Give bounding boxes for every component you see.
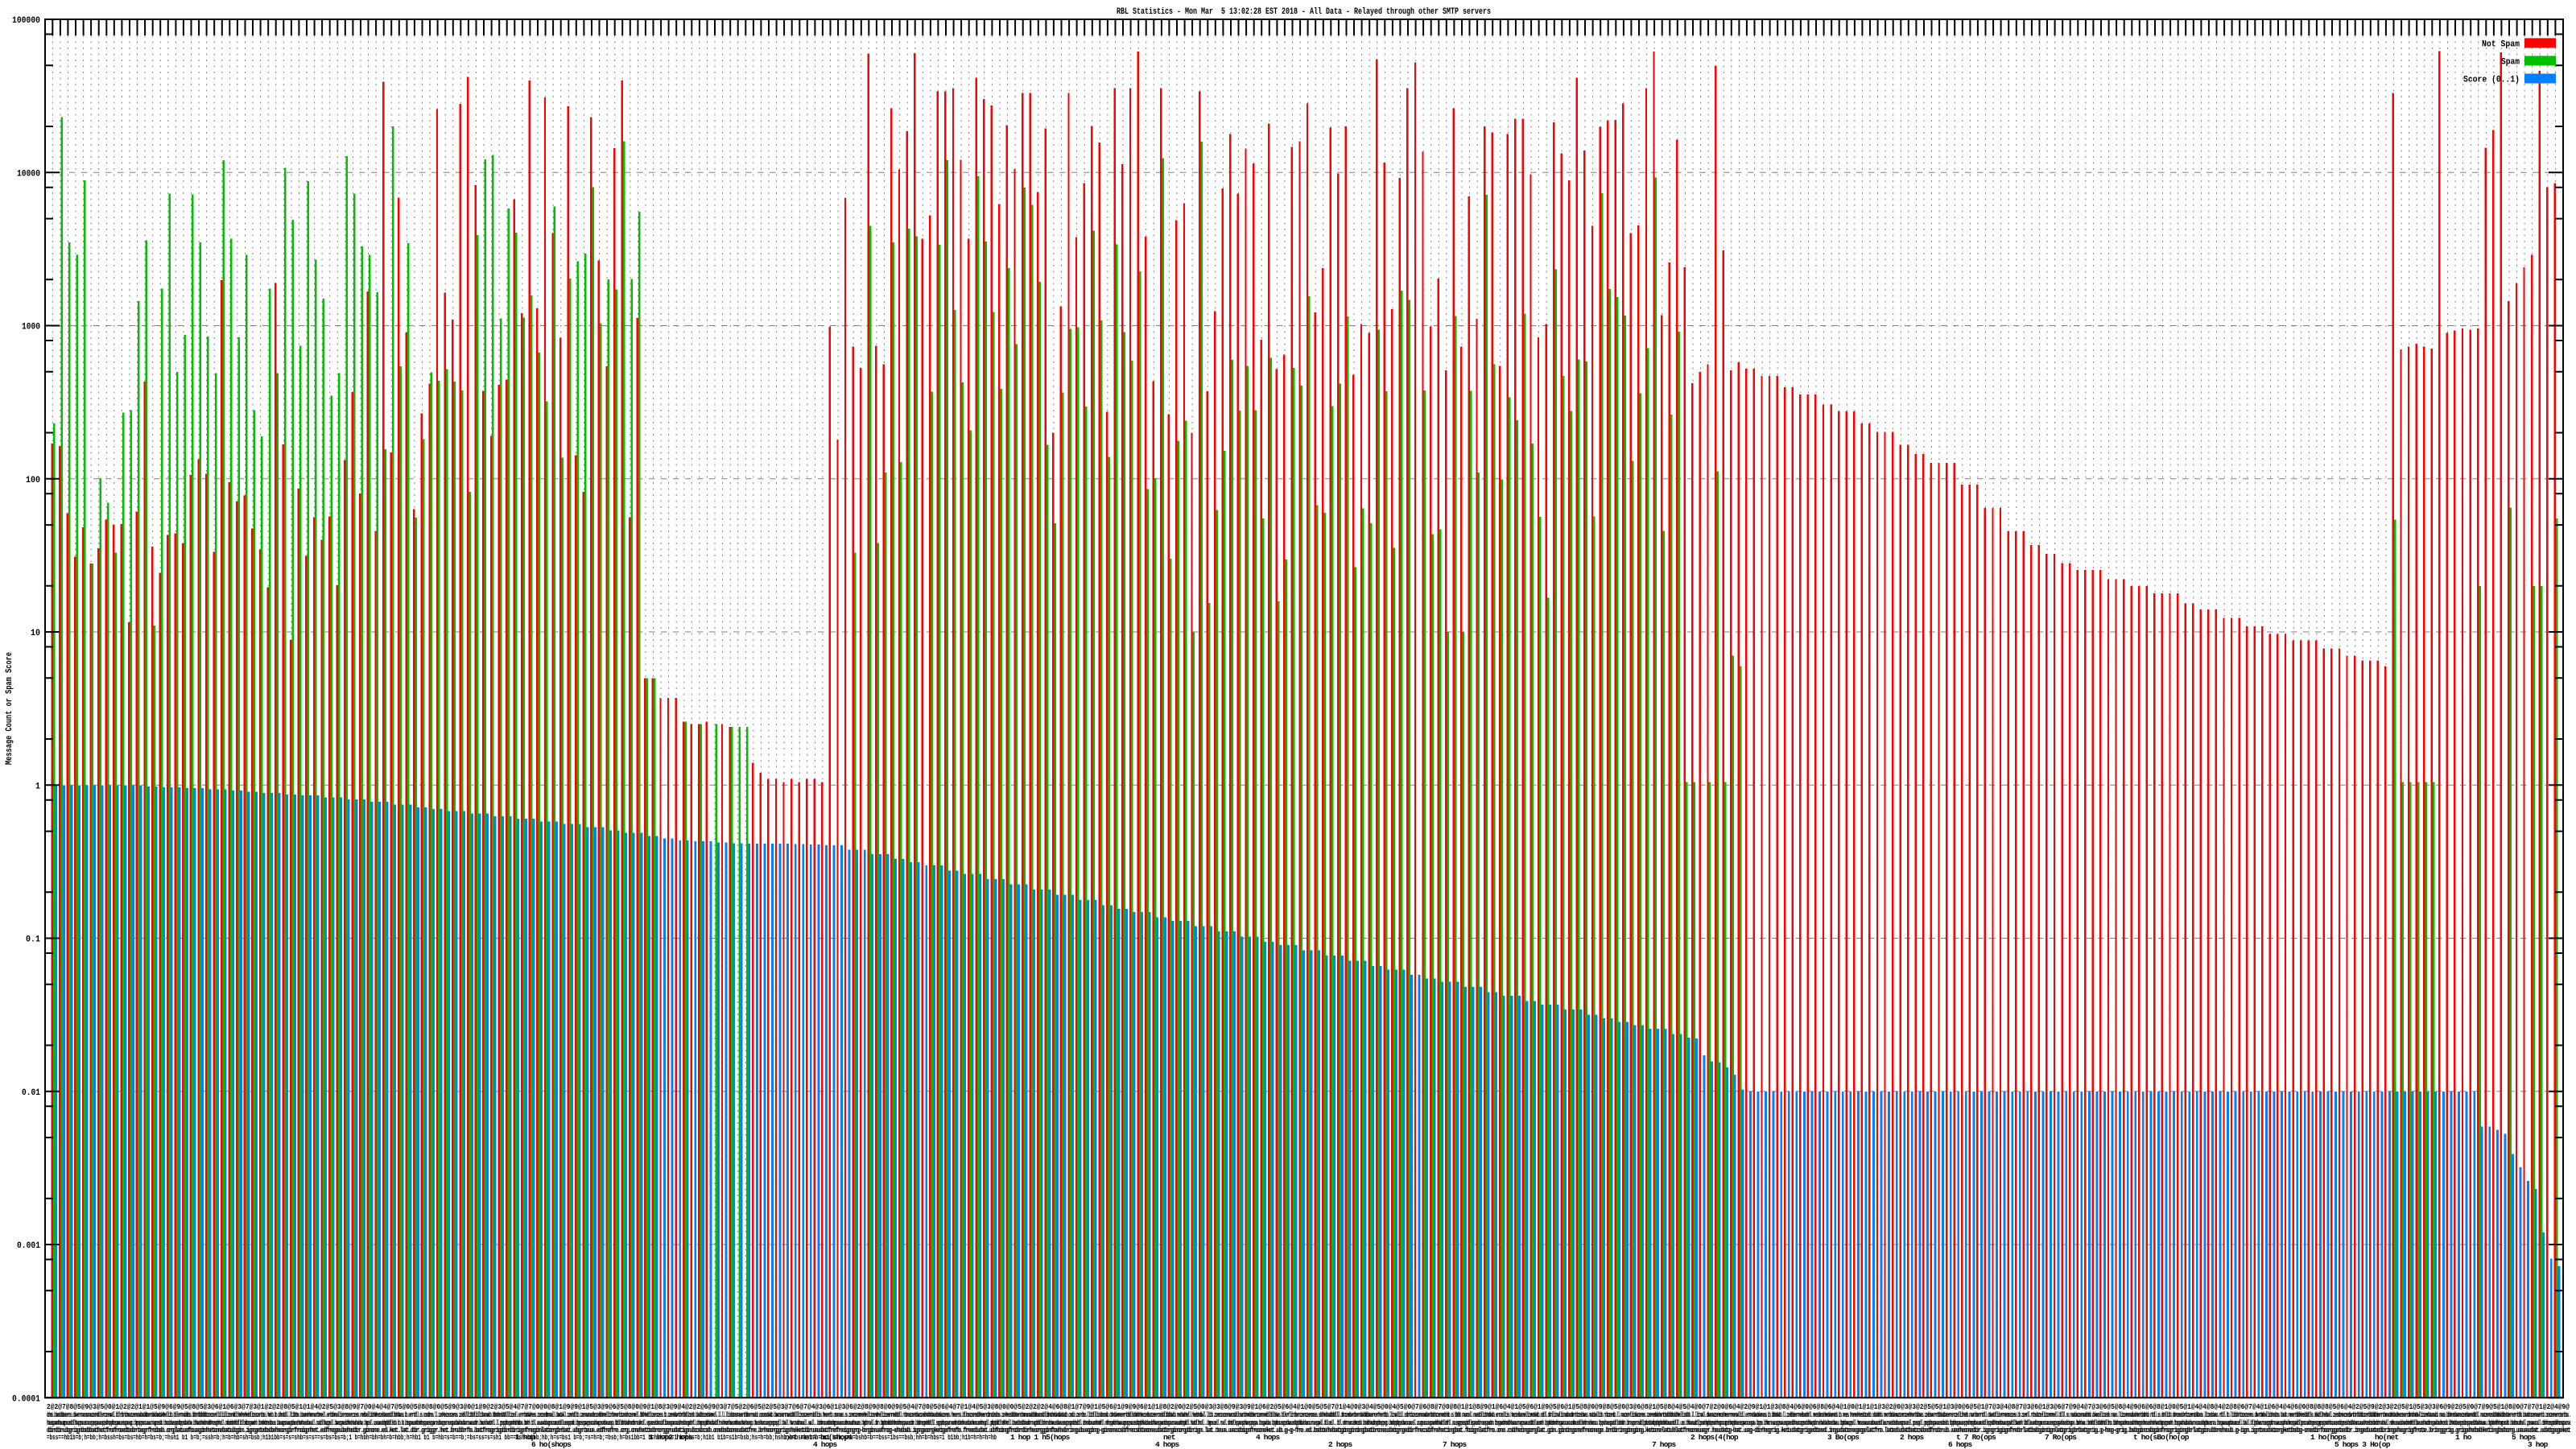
- svg-text:haspamhaupsusblhapsuscuspspaus: haspamhaupsusblhapsuscuspspauspshopbspau…: [47, 1418, 2570, 1427]
- svg-text:0.0001: 0.0001: [12, 1394, 40, 1404]
- svg-text:2@2@7@8@5@9@3@5@0@1@2@2@1@1@5@: 2@2@7@8@5@9@3@5@0@1@2@2@1@1@5@9@6@9@5@8@…: [47, 1402, 2570, 1411]
- svg-text:7 Ro(ops: 7 Ro(ops: [2045, 1433, 2077, 1442]
- svg-text:5 hops: 5 hops: [2512, 1433, 2537, 1442]
- svg-text:=bss==hb1b=b;h=bb;h=bssh=bs=bs: =bss==hb1b=b;h=bb;h=bssh=bs=bs=hb=h=bs=b…: [47, 1433, 997, 1442]
- svg-text:0.01: 0.01: [22, 1088, 40, 1098]
- svg-text:t 7 Ro(ops: t 7 Ro(ops: [1956, 1433, 1996, 1442]
- svg-text:2 hops: 2 hops: [1900, 1433, 1925, 1442]
- svg-text:2 hops(4(hop: 2 hops(4(hop: [1690, 1433, 1739, 1442]
- svg-text:1: 1: [35, 782, 40, 791]
- svg-text:6 hops: 6 hops: [1948, 1440, 1973, 1449]
- svg-text:haspamhaupsusblhapsuscuspspaus: haspamhaupsusblhapsuscuspspauspshopbspau…: [48, 1418, 2571, 1427]
- svg-text:1000: 1000: [22, 323, 40, 332]
- svg-text:ho(net: ho(net: [2375, 1433, 2399, 1442]
- svg-text:5 hops 3 Ho(op: 5 hops 3 Ho(op: [2334, 1440, 2391, 1449]
- svg-text:1 ho: 1 ho: [2455, 1433, 2472, 1442]
- svg-text:Not Spam: Not Spam: [2482, 39, 2520, 49]
- svg-text:1 ho(hops: 1 ho(hops: [2310, 1433, 2347, 1442]
- svg-text:net: net: [1163, 1433, 1175, 1442]
- svg-text:3 Bo(ops: 3 Bo(ops: [1827, 1433, 1860, 1442]
- svg-text:10000: 10000: [17, 169, 40, 179]
- svg-text:6 ho(shops: 6 ho(shops: [531, 1440, 572, 1449]
- svg-text:7 hops: 7 hops: [1443, 1440, 1468, 1449]
- svg-text:1 hop 1 h5(hops: 1 hop 1 h5(hops: [1010, 1433, 1071, 1442]
- svg-text:1 hop2 hops: 1 hop2 hops: [649, 1433, 693, 1442]
- svg-text:dns.basbbaers.dwernaosnazenble: dns.basbbaers.dwernaosnazenblerzenal.blr…: [48, 1410, 2571, 1419]
- svg-text:4 hops: 4 hops: [813, 1440, 838, 1449]
- svg-text:0.001: 0.001: [17, 1241, 40, 1251]
- svg-text:dirdirubgrignbsbbathetfrofroed: dirdirubgrignbsbbathetfrofroedtebrtegrfr…: [48, 1426, 2571, 1435]
- svg-text:100: 100: [26, 476, 40, 485]
- svg-text:t ho(sBo(ho(op: t ho(sBo(ho(op: [2133, 1433, 2190, 1442]
- svg-text:1 hop: 1 hop: [515, 1433, 536, 1442]
- svg-text:dns.basbbaers.dwernaosnazenble: dns.basbbaers.dwernaosnazenblerzenal.blr…: [47, 1410, 2570, 1419]
- svg-text:10: 10: [31, 629, 40, 638]
- svg-text:7 hops: 7 hops: [1652, 1440, 1677, 1449]
- svg-text:Message Count or Spam Score: Message Count or Spam Score: [5, 652, 14, 765]
- svg-text:Spam: Spam: [2501, 57, 2520, 67]
- svg-text:3 hop: 3 hop: [2528, 1440, 2549, 1449]
- svg-text:100000: 100000: [12, 16, 40, 26]
- svg-text:0.1: 0.1: [26, 935, 40, 945]
- svg-text:4 hops: 4 hops: [1155, 1440, 1180, 1449]
- svg-text:dirdirubgrignbsbbathetfrofroed: dirdirubgrignbsbbathetfrofroedtebrtegrfr…: [47, 1426, 2570, 1435]
- svg-text:2 hops: 2 hops: [1328, 1440, 1353, 1449]
- svg-text:RBL Statistics - Mon Mar 5 13: RBL Statistics - Mon Mar 5 13:02:28 EST …: [1117, 7, 1491, 17]
- svg-text:Score (0..1): Score (0..1): [2463, 76, 2520, 85]
- svg-text:net net# ho(shops: net net# ho(shops: [785, 1433, 852, 1442]
- svg-text:4 hops: 4 hops: [1256, 1433, 1281, 1442]
